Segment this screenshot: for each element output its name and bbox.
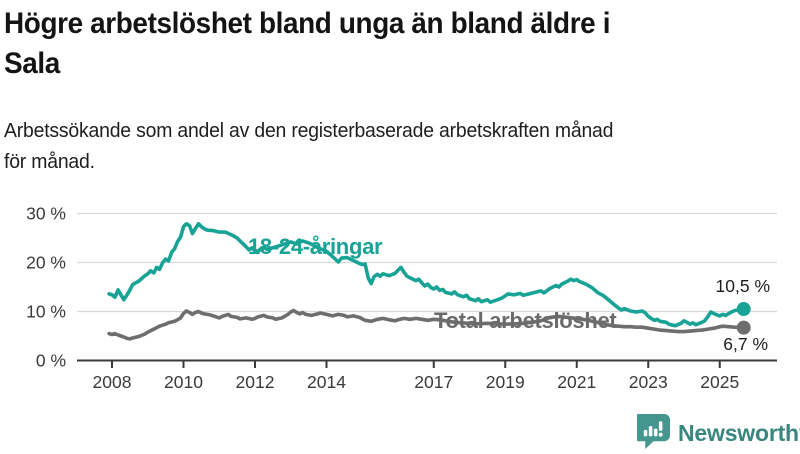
- x-axis-tick-label: 2012: [236, 372, 275, 392]
- x-axis-tick-label: 2014: [307, 372, 346, 392]
- y-axis-tick-label: 20 %: [26, 253, 66, 273]
- series-line-young: [107, 222, 746, 328]
- page-title-line-1: Högre arbetslöshet bland unga än bland ä…: [4, 7, 611, 40]
- end-value-label-total: 6,7 %: [723, 334, 768, 354]
- series-end-dot-young: [736, 302, 751, 317]
- end-value-label-young: 10,5 %: [715, 276, 770, 296]
- x-axis-tick-label: 2008: [93, 372, 132, 392]
- series-line-total: [107, 308, 746, 341]
- x-axis-tick-label: 2021: [557, 372, 596, 392]
- x-axis-tick-label: 2017: [414, 372, 453, 392]
- page-title-line-2: Sala: [4, 47, 60, 80]
- x-axis-tick-label: 2010: [164, 372, 203, 392]
- newsworthy-speech-bubble-bar-chart-icon: [633, 413, 670, 454]
- x-axis-tick-label: 2019: [486, 372, 525, 392]
- y-axis-tick-label: 0 %: [36, 351, 66, 371]
- subtitle-line-2: för månad.: [4, 151, 95, 173]
- newsworthy-brand[interactable]: Newsworthy: [633, 413, 800, 454]
- series-end-dot-total: [736, 320, 751, 335]
- y-axis-tick-label: 10 %: [26, 302, 66, 322]
- series-label-total: Total arbetslöshet: [434, 308, 617, 333]
- series-label-young: 18-24-åringar: [248, 234, 383, 259]
- x-axis-tick-label: 2025: [700, 372, 739, 392]
- y-axis-tick-label: 30 %: [26, 204, 66, 224]
- chart-subtitle: Arbetssökande som andel av den registerb…: [4, 116, 613, 178]
- chart-header: Högre arbetslöshet bland unga än bland ä…: [4, 4, 610, 84]
- newsworthy-brand-name: Newsworthy: [678, 420, 800, 446]
- x-axis-tick-label: 2023: [629, 372, 668, 392]
- subtitle-line-1: Arbetssökande som andel av den registerb…: [4, 120, 614, 142]
